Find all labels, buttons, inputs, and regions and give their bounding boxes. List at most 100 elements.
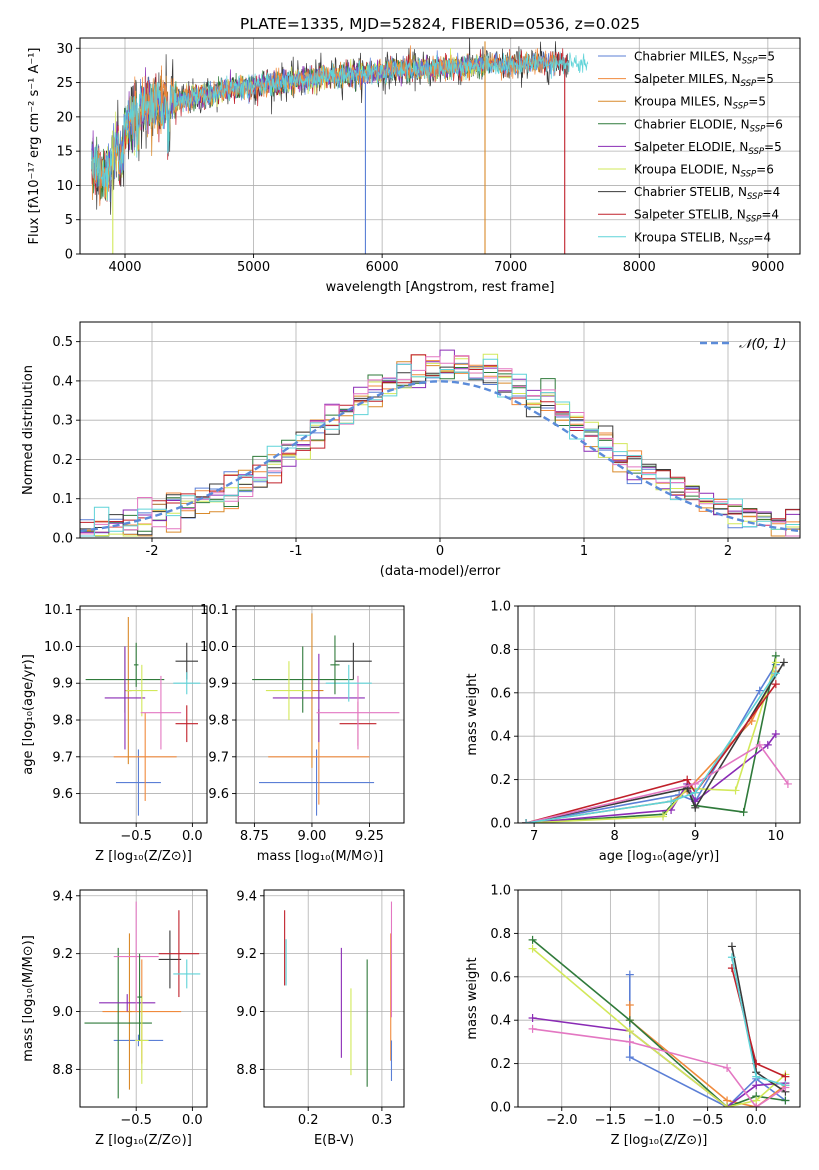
plot-area-mass_vs_Z xyxy=(84,901,201,1099)
errorbar-point xyxy=(173,959,201,989)
y-axis-label: Flux [fλ10⁻¹⁷ erg cm⁻² s⁻¹ A⁻¹] xyxy=(27,48,42,245)
x-tick-label: −1.5 xyxy=(595,1113,627,1128)
series-line xyxy=(522,660,780,823)
series-line xyxy=(522,740,792,823)
x-axis-label: Z [log₁₀(Z/Z⊙)] xyxy=(95,1133,192,1148)
axes-mass_vs_ebv: 0.2 0.3 8.8 9.0 9.2 9.4 E(B-V) xyxy=(236,889,405,1148)
series-marker xyxy=(528,935,537,944)
series-marker xyxy=(755,740,764,749)
series-marker xyxy=(625,1053,634,1062)
legend-label: Chabrier MILES, NSSP=5 xyxy=(634,50,775,67)
x-tick-label: 0 xyxy=(436,544,444,559)
y-tick-label: 0.3 xyxy=(52,414,73,429)
y-tick-label: 9.9 xyxy=(208,677,229,692)
y-tick-label: 30 xyxy=(56,42,73,57)
y-tick-label: 8.8 xyxy=(52,1063,73,1078)
y-tick-label: 0.8 xyxy=(490,927,511,942)
axes-frame xyxy=(235,605,405,824)
x-tick-label: 1 xyxy=(580,544,588,559)
x-tick-label: 7000 xyxy=(494,260,527,275)
frame-mass_vs_Z: −0.5 0.0 8.8 9.0 9.2 9.4 Z [log₁₀(Z/Z⊙)] mass [… xyxy=(21,889,208,1148)
axes-frame xyxy=(79,605,208,824)
y-tick-label: 0.0 xyxy=(490,1101,511,1116)
x-tick-label: −1.0 xyxy=(643,1113,675,1128)
series-marker xyxy=(691,779,700,788)
errorbar-point xyxy=(316,675,400,750)
series-line xyxy=(528,1024,790,1107)
y-axis-label: mass weight xyxy=(465,673,480,755)
series-marker xyxy=(739,808,748,817)
chart-title: PLATE=1335, MJD=52824, FIBERID=0536, z=0… xyxy=(240,15,640,33)
y-tick-label: 9.0 xyxy=(236,1005,257,1020)
normal-curve xyxy=(80,380,800,533)
series-marker xyxy=(771,658,780,667)
y-axis-label: age [log₁₀(age/yr)] xyxy=(21,654,36,775)
x-tick-label: −0.5 xyxy=(120,1113,152,1128)
frame-mw_vs_age: 7 8 9 10 0.0 0.2 0.4 0.6 0.8 1.0 age [log₁₀(age/yr… xyxy=(465,600,801,864)
errorbar-point xyxy=(115,749,161,816)
axes-mw_vs_Z: −2.0 −1.5 −1.0 −0.5 0.0 0.0 0.2 0.4 0.6 0.8 1.0 Z [… xyxy=(465,884,801,1148)
axes-mass_vs_Z: −0.5 0.0 8.8 9.0 9.2 9.4 Z [log₁₀(Z/Z⊙)] mass [… xyxy=(21,889,208,1148)
plot-area-mw_vs_age xyxy=(522,651,792,823)
errorbar-point xyxy=(113,901,159,1012)
y-tick-label: 9.4 xyxy=(236,889,257,904)
errorbar-point xyxy=(175,705,199,743)
y-tick-label: 0.1 xyxy=(52,492,73,507)
series-line xyxy=(522,658,780,823)
x-tick-label: 9.25 xyxy=(355,829,384,844)
series-marker xyxy=(659,812,668,821)
axes-frame xyxy=(79,889,208,1108)
series-line xyxy=(522,669,780,823)
x-tick-label: 9000 xyxy=(751,260,784,275)
series-marker xyxy=(752,1072,761,1081)
series-path xyxy=(525,661,785,823)
series-marker xyxy=(667,797,676,806)
x-tick-label: 8000 xyxy=(623,260,656,275)
frame-spectrum: 4000 5000 6000 7000 8000 9000 0 5 10 15 20 25 30 wave… xyxy=(27,37,801,295)
errorbar-point xyxy=(259,749,375,816)
y-tick-label: 10.1 xyxy=(44,603,73,618)
y-tick-label: 0.8 xyxy=(490,643,511,658)
x-tick-label: 9.00 xyxy=(297,829,326,844)
x-axis-label: age [log₁₀(age/yr)] xyxy=(599,849,720,864)
errorbar-point xyxy=(127,933,132,1090)
y-tick-label: 9.7 xyxy=(52,750,73,765)
series-path xyxy=(525,743,789,823)
series-path xyxy=(526,733,777,823)
y-tick-label: 1.0 xyxy=(490,600,511,615)
x-tick-label: 5000 xyxy=(237,260,270,275)
series-marker xyxy=(731,786,740,795)
series-path xyxy=(525,672,777,823)
series-path xyxy=(532,939,786,1107)
x-tick-label: -2 xyxy=(146,544,159,559)
axes-frame xyxy=(517,605,801,824)
errorbar-point xyxy=(265,661,312,721)
plot-area-age_vs_Z xyxy=(85,617,201,816)
x-axis-label: mass [log₁₀(M/M⊙)] xyxy=(257,849,384,864)
x-tick-label: 2 xyxy=(724,544,732,559)
series-path xyxy=(525,664,777,823)
legend-label: Kroupa MILES, NSSP=5 xyxy=(634,95,766,112)
errorbar-point xyxy=(334,642,372,680)
errorbar-point xyxy=(252,646,354,713)
x-axis-label: (data-model)/error xyxy=(380,564,501,579)
y-tick-label: 9.8 xyxy=(208,714,229,729)
y-tick-label: 10.0 xyxy=(200,640,229,655)
axes-mw_vs_age: 7 8 9 10 0.0 0.2 0.4 0.6 0.8 1.0 age [log₁₀(age/yr… xyxy=(465,600,801,864)
frame-age_vs_mass: 8.75 9.00 9.25 9.6 9.7 9.8 9.9 10.0 10.1 mass [lo… xyxy=(200,603,405,864)
series-marker xyxy=(528,1014,537,1023)
y-tick-label: 10.1 xyxy=(200,603,229,618)
y-tick-label: 0 xyxy=(65,248,73,263)
plot-area-spectrum xyxy=(91,38,589,254)
legend: Chabrier MILES, NSSP=5 Salpeter MILES, NS… xyxy=(598,50,783,247)
errorbar-point xyxy=(140,675,182,750)
plot-area-mass_vs_ebv xyxy=(284,901,393,1087)
errorbar-point xyxy=(158,930,182,989)
y-tick-label: 9.8 xyxy=(52,714,73,729)
x-tick-label: 7 xyxy=(530,829,538,844)
errorbar-point xyxy=(137,953,142,1041)
y-tick-label: 0.6 xyxy=(490,686,511,701)
axes-frame xyxy=(79,37,801,255)
y-tick-label: 25 xyxy=(56,76,73,91)
legend-label: 𝒩(0, 1) xyxy=(739,337,786,352)
